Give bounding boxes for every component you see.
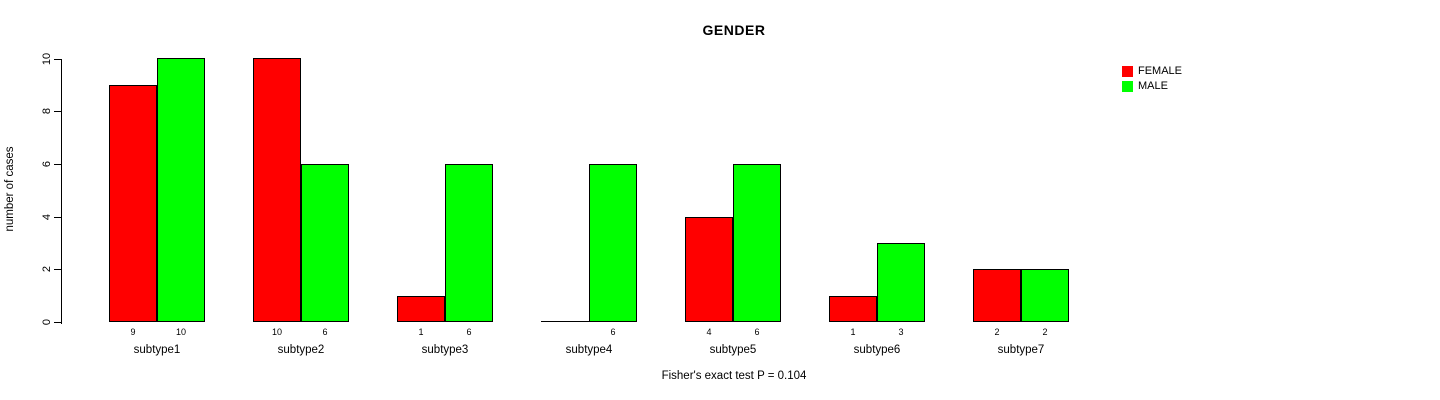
bar-male-subtype4 [589,164,637,322]
bar-value-label: 2 [994,327,1000,337]
y-axis-label: number of cases [4,146,16,232]
legend-swatch-male [1122,81,1133,92]
legend-entry-male: MALE [1122,79,1182,94]
bar-value-label: 6 [466,327,472,337]
bar-female-subtype4 [541,321,589,322]
category-label-subtype3: subtype3 [421,344,469,356]
bar-female-subtype7 [973,269,1021,322]
footer-annotation: Fisher's exact test P = 0.104 [661,370,807,382]
legend: FEMALE MALE [1122,64,1182,94]
bar-male-subtype6 [877,243,925,322]
bar-female-subtype6 [829,296,877,322]
category-label-subtype1: subtype1 [133,344,181,356]
bar-value-label: 6 [754,327,760,337]
y-tick [54,59,61,60]
legend-entry-female: FEMALE [1122,64,1182,79]
chart-title: GENDER [702,22,766,38]
bar-female-subtype1 [109,85,157,322]
y-tick-label: 6 [41,160,53,168]
bar-male-subtype1 [157,58,205,322]
bar-value-label: 10 [271,327,283,337]
category-label-subtype5: subtype5 [709,344,757,356]
bar-value-label: 10 [175,327,187,337]
category-label-subtype6: subtype6 [853,344,901,356]
bar-value-label: 6 [322,327,328,337]
bar-value-label: 6 [610,327,616,337]
y-tick-label: 4 [41,213,53,221]
bar-female-subtype3 [397,296,445,322]
y-tick-label: 2 [41,265,53,273]
y-tick [54,164,61,165]
bar-male-subtype2 [301,164,349,322]
y-axis-line [61,59,62,324]
legend-label-female: FEMALE [1138,65,1183,77]
bar-value-label: 3 [898,327,904,337]
bar-female-subtype5 [685,217,733,322]
bar-male-subtype5 [733,164,781,322]
bar-male-subtype3 [445,164,493,322]
category-label-subtype4: subtype4 [565,344,613,356]
y-tick-label: 10 [41,52,53,66]
category-label-subtype2: subtype2 [277,344,325,356]
y-tick [54,111,61,112]
y-tick-label: 8 [41,107,53,115]
bar-value-label: 2 [1042,327,1048,337]
legend-label-male: MALE [1138,80,1168,92]
bar-value-label: 1 [850,327,856,337]
bar-value-label: 9 [130,327,136,337]
y-tick [54,269,61,270]
y-tick-label: 0 [41,318,53,326]
y-tick [54,322,61,323]
category-label-subtype7: subtype7 [997,344,1045,356]
y-tick [54,217,61,218]
legend-swatch-female [1122,66,1133,77]
bar-female-subtype2 [253,58,301,322]
bar-value-label: 1 [418,327,424,337]
bar-male-subtype7 [1021,269,1069,322]
bar-value-label: 4 [706,327,712,337]
